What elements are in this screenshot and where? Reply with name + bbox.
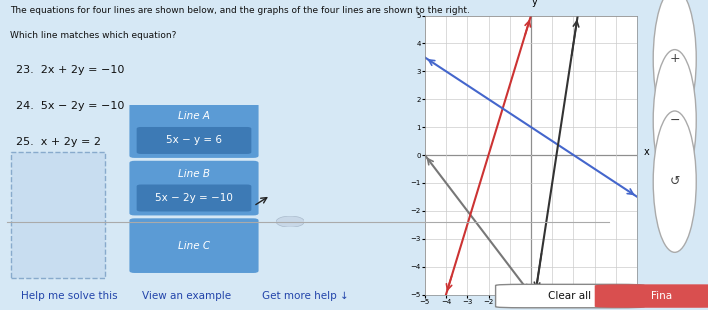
FancyBboxPatch shape — [130, 218, 258, 273]
Text: Line C: Line C — [178, 241, 210, 251]
Text: Fina: Fina — [651, 291, 673, 301]
Text: −: − — [670, 114, 680, 127]
Circle shape — [653, 50, 696, 191]
FancyBboxPatch shape — [130, 161, 258, 215]
Text: 5x − 2y = −10: 5x − 2y = −10 — [155, 193, 233, 203]
Text: x: x — [644, 147, 649, 157]
Text: Help me solve this: Help me solve this — [21, 291, 118, 301]
FancyBboxPatch shape — [595, 284, 708, 308]
FancyBboxPatch shape — [130, 103, 258, 158]
Text: View an example: View an example — [142, 291, 231, 301]
Text: ↺: ↺ — [670, 175, 680, 188]
Text: y: y — [531, 0, 537, 7]
Text: 26.  5x − y = 6: 26. 5x − y = 6 — [16, 173, 101, 183]
Text: 5x − y = 6: 5x − y = 6 — [166, 135, 222, 145]
Circle shape — [653, 111, 696, 252]
Text: Line A: Line A — [178, 111, 210, 121]
Text: Which line matches which equation?: Which line matches which equation? — [10, 32, 176, 41]
FancyBboxPatch shape — [11, 152, 105, 278]
Text: 24.  5x − 2y = −10: 24. 5x − 2y = −10 — [16, 101, 125, 111]
FancyBboxPatch shape — [137, 127, 251, 154]
Text: 23.  2x + 2y = −10: 23. 2x + 2y = −10 — [16, 65, 125, 75]
Text: Line B: Line B — [178, 169, 210, 179]
Text: 25.  x + 2y = 2: 25. x + 2y = 2 — [16, 137, 101, 147]
Circle shape — [653, 0, 696, 130]
Text: +: + — [669, 52, 680, 65]
Text: Get more help ↓: Get more help ↓ — [262, 291, 349, 301]
Text: The equations for four lines are shown below, and the graphs of the four lines a: The equations for four lines are shown b… — [10, 6, 470, 15]
Ellipse shape — [276, 216, 304, 227]
Text: Clear all: Clear all — [549, 291, 591, 301]
FancyBboxPatch shape — [137, 184, 251, 211]
FancyBboxPatch shape — [496, 284, 644, 308]
